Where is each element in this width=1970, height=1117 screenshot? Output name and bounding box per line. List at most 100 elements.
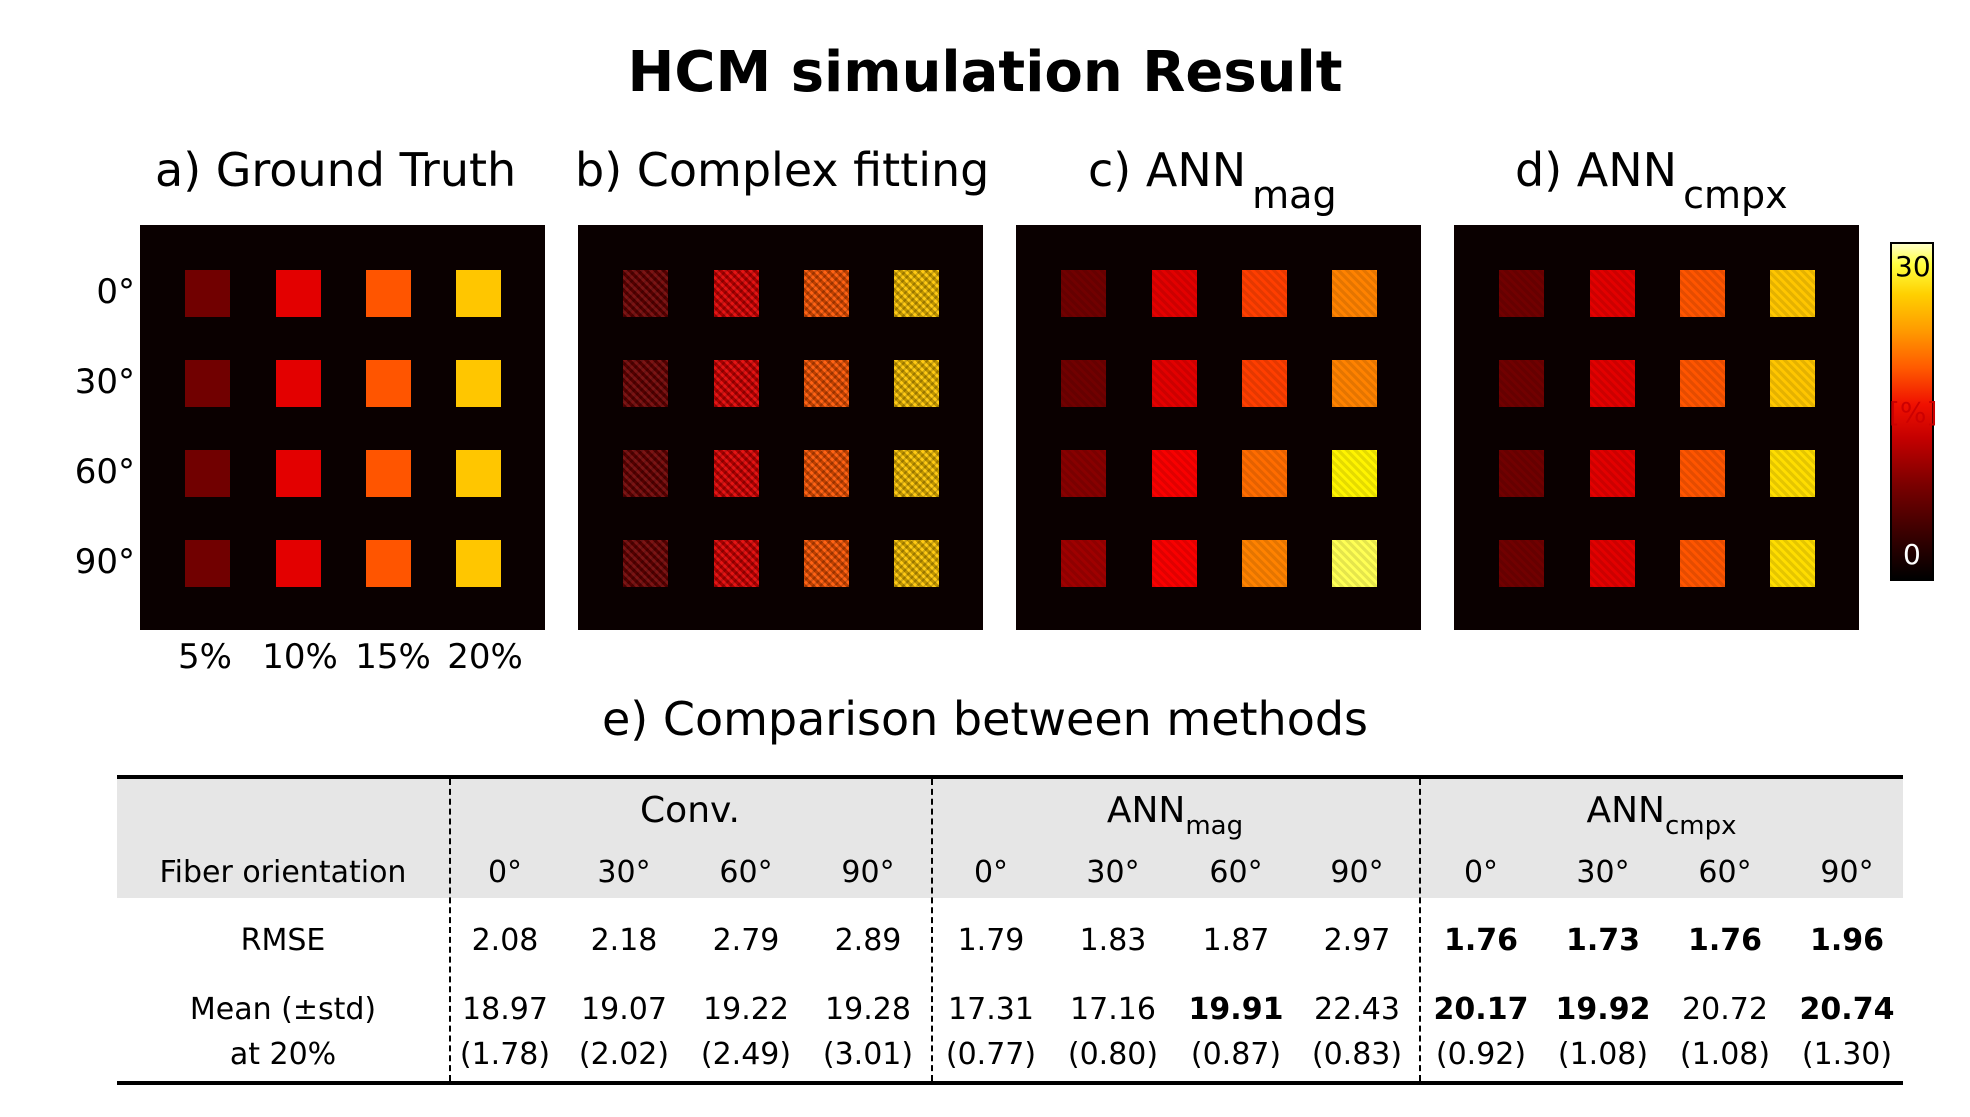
heatmap-cell xyxy=(1499,540,1544,587)
table-cell-rmse: 1.83 xyxy=(1079,923,1147,958)
col-label-10: 10% xyxy=(262,637,338,677)
row-label-60: 60° xyxy=(74,452,135,492)
table-cell-std: (0.77) xyxy=(945,1037,1037,1072)
table-group-ann-cmpx-sub: cmpx xyxy=(1664,811,1737,841)
table-cell-mean: 22.43 xyxy=(1314,992,1400,1027)
heatmap-cell xyxy=(1590,450,1635,497)
heatmap-panel-complex-fitting xyxy=(578,225,983,630)
panel-title-d-label: d) ANN xyxy=(1515,143,1678,197)
table-cell-std: (1.08) xyxy=(1679,1037,1771,1072)
heatmap-cell xyxy=(1499,450,1544,497)
table-header-angle: 0° xyxy=(973,855,1009,890)
table-cell-rmse: 2.18 xyxy=(590,923,658,958)
heatmap-cell xyxy=(1770,270,1815,317)
panel-title-a: a) Ground Truth xyxy=(155,143,516,197)
panel-title-c-label: c) ANN xyxy=(1088,143,1247,197)
table-header-angle: 60° xyxy=(719,855,773,890)
row-label-0: 0° xyxy=(96,272,135,312)
colorbar xyxy=(1890,242,1934,581)
heatmap-cell xyxy=(804,360,849,407)
heatmap-cell xyxy=(1152,360,1197,407)
heatmap-cell xyxy=(1770,360,1815,407)
colorbar-max-label: 30 xyxy=(1895,250,1931,283)
heatmap-cell xyxy=(276,360,321,407)
heatmap-cell xyxy=(276,450,321,497)
table-cell-mean: 17.31 xyxy=(948,992,1034,1027)
table-cell-std: (0.83) xyxy=(1311,1037,1403,1072)
heatmap-cell xyxy=(1332,540,1377,587)
table-title: e) Comparison between methods xyxy=(601,692,1369,746)
heatmap-cell xyxy=(185,540,230,587)
heatmap-cell xyxy=(456,270,501,317)
table-group-ann-mag: ANNmag xyxy=(932,790,1418,841)
table-cell-rmse: 2.08 xyxy=(471,923,539,958)
heatmap-cell xyxy=(804,450,849,497)
table-cell-mean: 20.72 xyxy=(1682,992,1768,1027)
table-cell-rmse: 1.76 xyxy=(1443,923,1519,958)
table-cell-std: (2.49) xyxy=(700,1037,792,1072)
row-label-90: 90° xyxy=(74,542,135,582)
col-label-20: 20% xyxy=(447,637,523,677)
heatmap-cell xyxy=(185,360,230,407)
table-header-angle: 90° xyxy=(1820,855,1874,890)
heatmap-cell xyxy=(1061,270,1106,317)
table-header-angle: 90° xyxy=(1330,855,1384,890)
table-cell-mean: 19.07 xyxy=(581,992,667,1027)
heatmap-cell xyxy=(1061,450,1106,497)
table-header-angle: 60° xyxy=(1209,855,1263,890)
heatmap-cell xyxy=(456,450,501,497)
panel-title-b: b) Complex fitting xyxy=(575,143,989,197)
table-divider-2 xyxy=(931,779,933,1081)
table-divider-1 xyxy=(449,779,451,1081)
heatmap-cell xyxy=(185,270,230,317)
heatmap-cell xyxy=(1590,540,1635,587)
heatmap-cell xyxy=(714,360,759,407)
table-cell-std: (3.01) xyxy=(822,1037,914,1072)
table-cell-std: (1.78) xyxy=(459,1037,551,1072)
heatmap-cell xyxy=(804,540,849,587)
table-top-rule xyxy=(117,775,1903,779)
heatmap-cell xyxy=(714,540,759,587)
table-cell-std: (1.30) xyxy=(1801,1037,1893,1072)
heatmap-cell xyxy=(1680,360,1725,407)
table-cell-mean: 20.74 xyxy=(1799,992,1895,1027)
heatmap-panel-ann-cmpx xyxy=(1454,225,1859,630)
table-cell-std: (2.02) xyxy=(578,1037,670,1072)
table-cell-rmse: 1.76 xyxy=(1687,923,1763,958)
table-cell-mean: 19.92 xyxy=(1555,992,1651,1027)
table-header-angle: 0° xyxy=(487,855,523,890)
heatmap-cell xyxy=(1152,540,1197,587)
heatmap-cell xyxy=(1590,360,1635,407)
table-header-angle: 30° xyxy=(1576,855,1630,890)
heatmap-cell xyxy=(366,270,411,317)
heatmap-cell xyxy=(1152,270,1197,317)
table-header-angle: 90° xyxy=(841,855,895,890)
panel-title-d-sub: cmpx xyxy=(1683,173,1788,217)
heatmap-cell xyxy=(804,270,849,317)
heatmap-cell xyxy=(1242,540,1287,587)
heatmap-cell xyxy=(276,540,321,587)
heatmap-cell xyxy=(1680,540,1725,587)
table-row-label-rmse: RMSE xyxy=(240,923,326,958)
table-cell-rmse: 1.79 xyxy=(957,923,1025,958)
col-label-5: 5% xyxy=(178,637,232,677)
table-cell-mean: 19.91 xyxy=(1188,992,1284,1027)
heatmap-cell xyxy=(456,360,501,407)
heatmap-cell xyxy=(366,360,411,407)
table-group-conv: Conv. xyxy=(450,790,930,831)
heatmap-cell xyxy=(714,450,759,497)
table-header-angle: 0° xyxy=(1463,855,1499,890)
colorbar-unit-label: [%] xyxy=(1889,396,1938,429)
panel-title-c-sub: mag xyxy=(1252,173,1337,217)
table-cell-std: (0.87) xyxy=(1190,1037,1282,1072)
table-cell-rmse: 1.73 xyxy=(1565,923,1641,958)
table-group-ann-mag-label: ANN xyxy=(1106,790,1186,831)
heatmap-cell xyxy=(1680,450,1725,497)
heatmap-cell xyxy=(1152,450,1197,497)
table-cell-rmse: 2.79 xyxy=(712,923,780,958)
heatmap-panel-ground-truth xyxy=(140,225,545,630)
heatmap-cell xyxy=(1332,270,1377,317)
table-cell-rmse: 2.97 xyxy=(1323,923,1391,958)
table-cell-std: (1.08) xyxy=(1557,1037,1649,1072)
heatmap-cell xyxy=(1770,540,1815,587)
